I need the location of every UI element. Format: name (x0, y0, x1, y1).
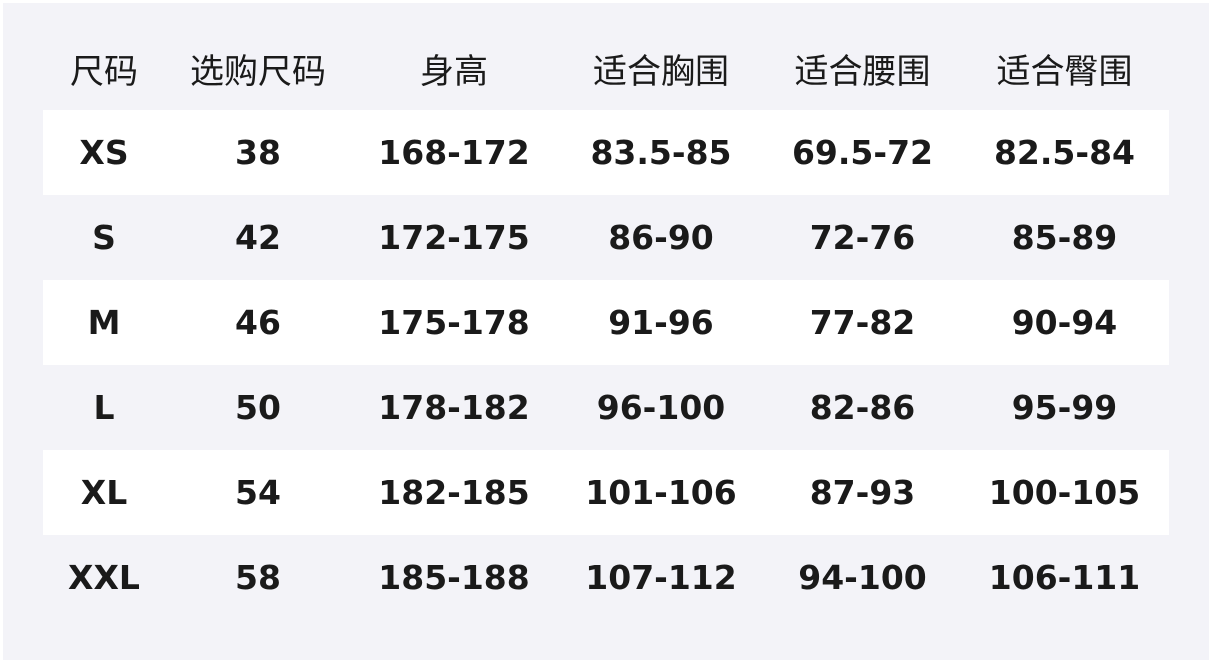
table-cell: 94-100 (798, 558, 927, 597)
column-header: 尺码 (70, 51, 138, 92)
table-cell: 101-106 (557, 450, 765, 535)
column-header: 选购尺码 (190, 51, 326, 92)
column-header: 适合腰围 (794, 51, 931, 92)
column-header: 身高 (420, 51, 488, 92)
table-cell: 82-86 (809, 388, 916, 427)
table-cell: 175-178 (351, 280, 557, 365)
table-cell: L (93, 388, 115, 427)
column-header: 适合臀围 (996, 51, 1133, 92)
table-row: L 50 178-182 96-100 82-86 95-99 (43, 365, 1169, 450)
table-cell: 86-90 (608, 218, 714, 257)
table-cell: 100-105 (960, 450, 1169, 535)
table-cell: 82.5-84 (960, 110, 1169, 195)
table-cell: 178-182 (378, 388, 530, 427)
table-cell: 91-96 (557, 280, 765, 365)
table-cell: S (92, 218, 116, 257)
table-cell: 185-188 (378, 558, 530, 597)
table-cell: 85-89 (1011, 218, 1118, 257)
table-cell: XXL (68, 558, 140, 597)
table-cell: 107-112 (585, 558, 737, 597)
table-cell: 54 (165, 450, 351, 535)
size-chart-table: 尺码 选购尺码 身高 适合胸围 适合腰围 适合臀围 XS 38 168-172 83.5-85 6… (43, 26, 1169, 620)
table-row: S 42 172-175 86-90 72-76 85-89 (43, 195, 1169, 280)
table-row: M 46 175-178 91-96 77-82 90-94 (43, 280, 1169, 365)
table-cell: 182-185 (351, 450, 557, 535)
header-row: 尺码 选购尺码 身高 适合胸围 适合腰围 适合臀围 (43, 26, 1169, 110)
table-cell: 72-76 (809, 218, 916, 257)
table-row: XXL 58 185-188 107-112 94-100 106-111 (43, 535, 1169, 620)
table-cell: 58 (235, 558, 281, 597)
table-row: XS 38 168-172 83.5-85 69.5-72 82.5-84 (43, 110, 1169, 195)
table-cell: 38 (165, 110, 351, 195)
table-cell: 168-172 (351, 110, 557, 195)
table-cell: 50 (235, 388, 281, 427)
table-cell: XS (43, 110, 165, 195)
table-cell: 87-93 (765, 450, 960, 535)
table-cell: 95-99 (1011, 388, 1118, 427)
table-cell: 106-111 (988, 558, 1141, 597)
table-cell: 96-100 (596, 388, 726, 427)
table-cell: 46 (165, 280, 351, 365)
column-header: 适合胸围 (593, 51, 729, 92)
table-cell: 77-82 (765, 280, 960, 365)
size-chart-panel: 尺码 选购尺码 身高 适合胸围 适合腰围 适合臀围 XS 38 168-172 83.5-85 6… (3, 3, 1209, 660)
table-cell: 69.5-72 (765, 110, 960, 195)
table-row: XL 54 182-185 101-106 87-93 100-105 (43, 450, 1169, 535)
table-cell: XL (43, 450, 165, 535)
table-cell: 90-94 (960, 280, 1169, 365)
table-cell: M (43, 280, 165, 365)
table-cell: 172-175 (378, 218, 530, 257)
table-cell: 42 (235, 218, 281, 257)
table-cell: 83.5-85 (557, 110, 765, 195)
